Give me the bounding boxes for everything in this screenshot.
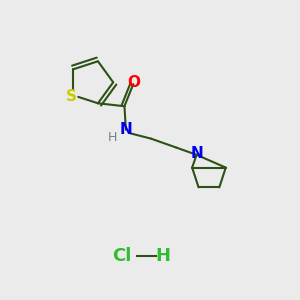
Text: Cl: Cl [112, 247, 132, 265]
Text: O: O [127, 75, 140, 90]
Text: S: S [66, 89, 77, 104]
Text: H: H [108, 130, 117, 144]
Text: H: H [156, 247, 171, 265]
Text: N: N [119, 122, 132, 137]
Text: N: N [190, 146, 203, 161]
